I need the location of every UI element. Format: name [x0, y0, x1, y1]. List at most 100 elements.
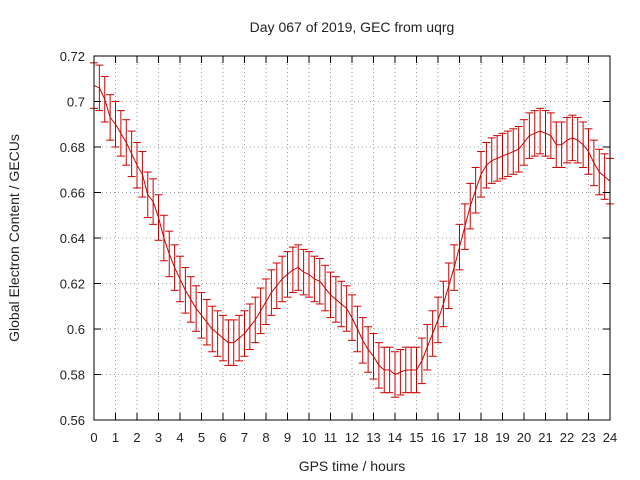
error-bar-point	[170, 244, 179, 291]
error-bar-point	[186, 276, 195, 323]
error-bar-point	[428, 310, 437, 357]
error-bar-point	[417, 337, 426, 385]
error-bar-point	[487, 137, 496, 184]
x-tick-label: 18	[474, 430, 488, 445]
error-bar-point	[294, 244, 303, 291]
error-bar-point	[181, 267, 190, 314]
error-bar-point	[154, 194, 163, 241]
y-axis-label: Global Electron Content / GECUs	[6, 134, 22, 342]
error-bar-point	[374, 342, 383, 389]
error-bar-point	[337, 280, 346, 328]
error-bar-point	[482, 141, 491, 189]
error-bar-point	[503, 130, 512, 178]
error-bar-point	[251, 296, 260, 344]
x-tick-label: 20	[517, 430, 531, 445]
error-bar-point	[331, 276, 340, 323]
error-bar-point	[283, 251, 292, 298]
error-bar-point	[391, 351, 399, 398]
error-bar-point	[348, 294, 356, 341]
x-tick-label: 22	[560, 430, 574, 445]
error-bar-point	[229, 319, 238, 366]
y-tick-label: 0.58	[60, 368, 85, 383]
x-tick-label: 7	[241, 430, 248, 445]
error-bar-point	[568, 114, 577, 162]
y-tick-label: 0.7	[67, 95, 85, 110]
error-bar-point	[106, 94, 115, 141]
error-bar-point	[127, 130, 136, 178]
error-bar-point	[600, 153, 609, 200]
error-bar-point	[267, 269, 276, 316]
x-tick-label: 24	[603, 430, 617, 445]
error-bar-point	[563, 116, 571, 164]
x-tick-label: 1	[112, 430, 119, 445]
error-bar-point	[450, 244, 459, 291]
error-bar-point	[208, 305, 217, 353]
error-bar-point	[262, 278, 270, 325]
error-bar-point	[589, 139, 598, 187]
error-bar-point	[584, 128, 593, 175]
error-bar-point	[541, 110, 550, 157]
error-bar-point	[272, 262, 281, 310]
error-bar-point	[412, 346, 421, 394]
x-tick-label: 8	[262, 430, 269, 445]
error-bar-point	[434, 296, 442, 344]
error-bar-point	[455, 223, 464, 271]
error-bar-point	[369, 333, 378, 380]
error-bar-point	[396, 348, 405, 396]
error-bar-point	[439, 280, 448, 328]
x-tick-label: 15	[409, 430, 423, 445]
y-tick-label: 0.64	[60, 231, 85, 246]
y-tick-label: 0.66	[60, 186, 85, 201]
error-bar-point	[213, 310, 222, 357]
error-bar-point	[546, 112, 555, 159]
x-tick-label: 3	[155, 430, 162, 445]
error-bar-point	[466, 182, 475, 230]
axis-ticks: 0.560.580.60.620.640.660.680.70.720 1 2 3 4 5…	[60, 49, 618, 445]
y-tick-label: 0.72	[60, 49, 85, 64]
error-bar-point	[444, 262, 453, 310]
x-tick-label: 4	[176, 430, 183, 445]
x-tick-label: 14	[388, 430, 402, 445]
error-bar-point	[159, 214, 168, 262]
error-bar-point	[310, 255, 319, 303]
x-tick-label: 2	[133, 430, 140, 445]
error-bar-point	[315, 257, 324, 305]
error-bar-point	[202, 298, 211, 346]
error-bar-point	[514, 126, 523, 173]
error-bar-point	[305, 251, 313, 298]
error-bar-point	[235, 314, 244, 362]
x-tick-label: 11	[324, 430, 338, 445]
error-bar-point	[219, 314, 227, 362]
error-bar-point	[498, 132, 507, 180]
y-tick-label: 0.68	[60, 140, 85, 155]
error-bar-point	[460, 203, 469, 250]
x-tick-label: 17	[452, 430, 466, 445]
error-bar-point	[477, 151, 485, 198]
error-bar-point	[530, 110, 539, 157]
error-bar-point	[536, 107, 545, 155]
error-bar-point	[240, 310, 249, 357]
x-tick-label: 21	[538, 430, 552, 445]
error-bar-point	[299, 248, 308, 296]
error-bar-point	[326, 271, 335, 319]
x-tick-label: 16	[431, 430, 445, 445]
error-bar-point	[256, 287, 265, 335]
y-tick-label: 0.6	[67, 322, 85, 337]
x-tick-label: 13	[366, 430, 380, 445]
error-bar-point	[245, 303, 254, 350]
error-bar-point	[471, 166, 480, 214]
grid-lines	[94, 56, 610, 420]
x-tick-label: 19	[495, 430, 509, 445]
x-axis-label: GPS time / hours	[299, 458, 406, 474]
error-bar-point	[342, 285, 351, 332]
y-tick-label: 0.62	[60, 277, 85, 292]
error-bar-point	[385, 346, 394, 394]
error-bar-point	[288, 246, 297, 294]
chart-title: Day 067 of 2019, GEC from uqrg	[250, 19, 455, 35]
series-gec	[90, 62, 614, 398]
error-bar-point	[133, 141, 141, 189]
error-bar-point	[579, 121, 588, 168]
y-tick-label: 0.56	[60, 413, 85, 428]
